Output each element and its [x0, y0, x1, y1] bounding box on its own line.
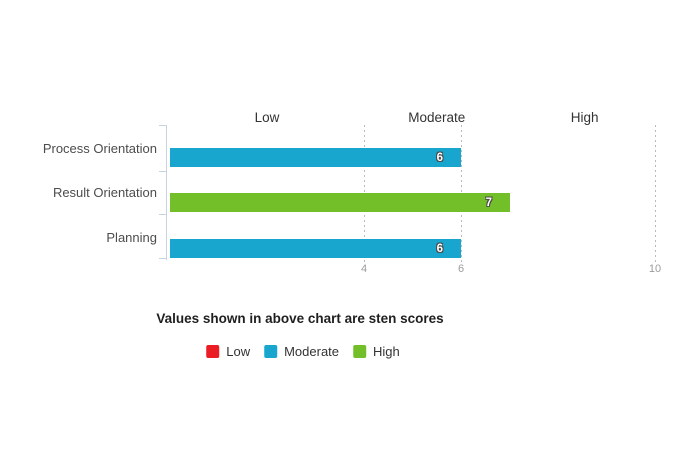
legend-swatch-low-icon — [206, 345, 220, 358]
x-tick-label-10: 10 — [648, 263, 662, 275]
legend-item-moderate[interactable]: Moderate — [264, 344, 339, 359]
x-tick-label-6: 6 — [457, 263, 465, 275]
gridline-10 — [655, 125, 656, 262]
legend-swatch-moderate-icon — [264, 345, 278, 358]
zone-header-high: High — [570, 110, 599, 125]
legend-label-low: Low — [226, 344, 251, 359]
bar-process-orientation[interactable]: 6 — [170, 148, 461, 167]
legend-swatch-high-icon — [353, 345, 367, 358]
bar-value-label: 6 — [436, 242, 443, 255]
bar-planning[interactable]: 6 — [170, 239, 461, 258]
category-axis-tick — [159, 125, 167, 126]
legend-item-low[interactable]: Low — [206, 344, 250, 359]
chart-legend: Low Moderate High — [206, 344, 400, 359]
zone-header-low: Low — [254, 110, 280, 125]
bar-result-orientation[interactable]: 7 — [170, 193, 510, 212]
category-label-process-orientation: Process Orientation — [42, 141, 157, 156]
bar-value-label: 7 — [485, 196, 492, 209]
category-axis-tick — [159, 214, 167, 215]
bar-value-label: 6 — [436, 151, 443, 164]
legend-label-high: High — [373, 344, 400, 359]
category-label-planning: Planning — [106, 230, 157, 245]
legend-item-high[interactable]: High — [353, 344, 400, 359]
category-label-result-orientation: Result Orientation — [52, 185, 157, 200]
category-axis-tick — [159, 258, 167, 259]
category-axis-line — [166, 125, 167, 260]
chart-caption: Values shown in above chart are sten sco… — [156, 311, 444, 326]
x-tick-label-4: 4 — [360, 263, 368, 275]
zone-header-moderate: Moderate — [408, 110, 466, 125]
category-axis-tick — [159, 171, 167, 172]
legend-label-moderate: Moderate — [284, 344, 340, 359]
